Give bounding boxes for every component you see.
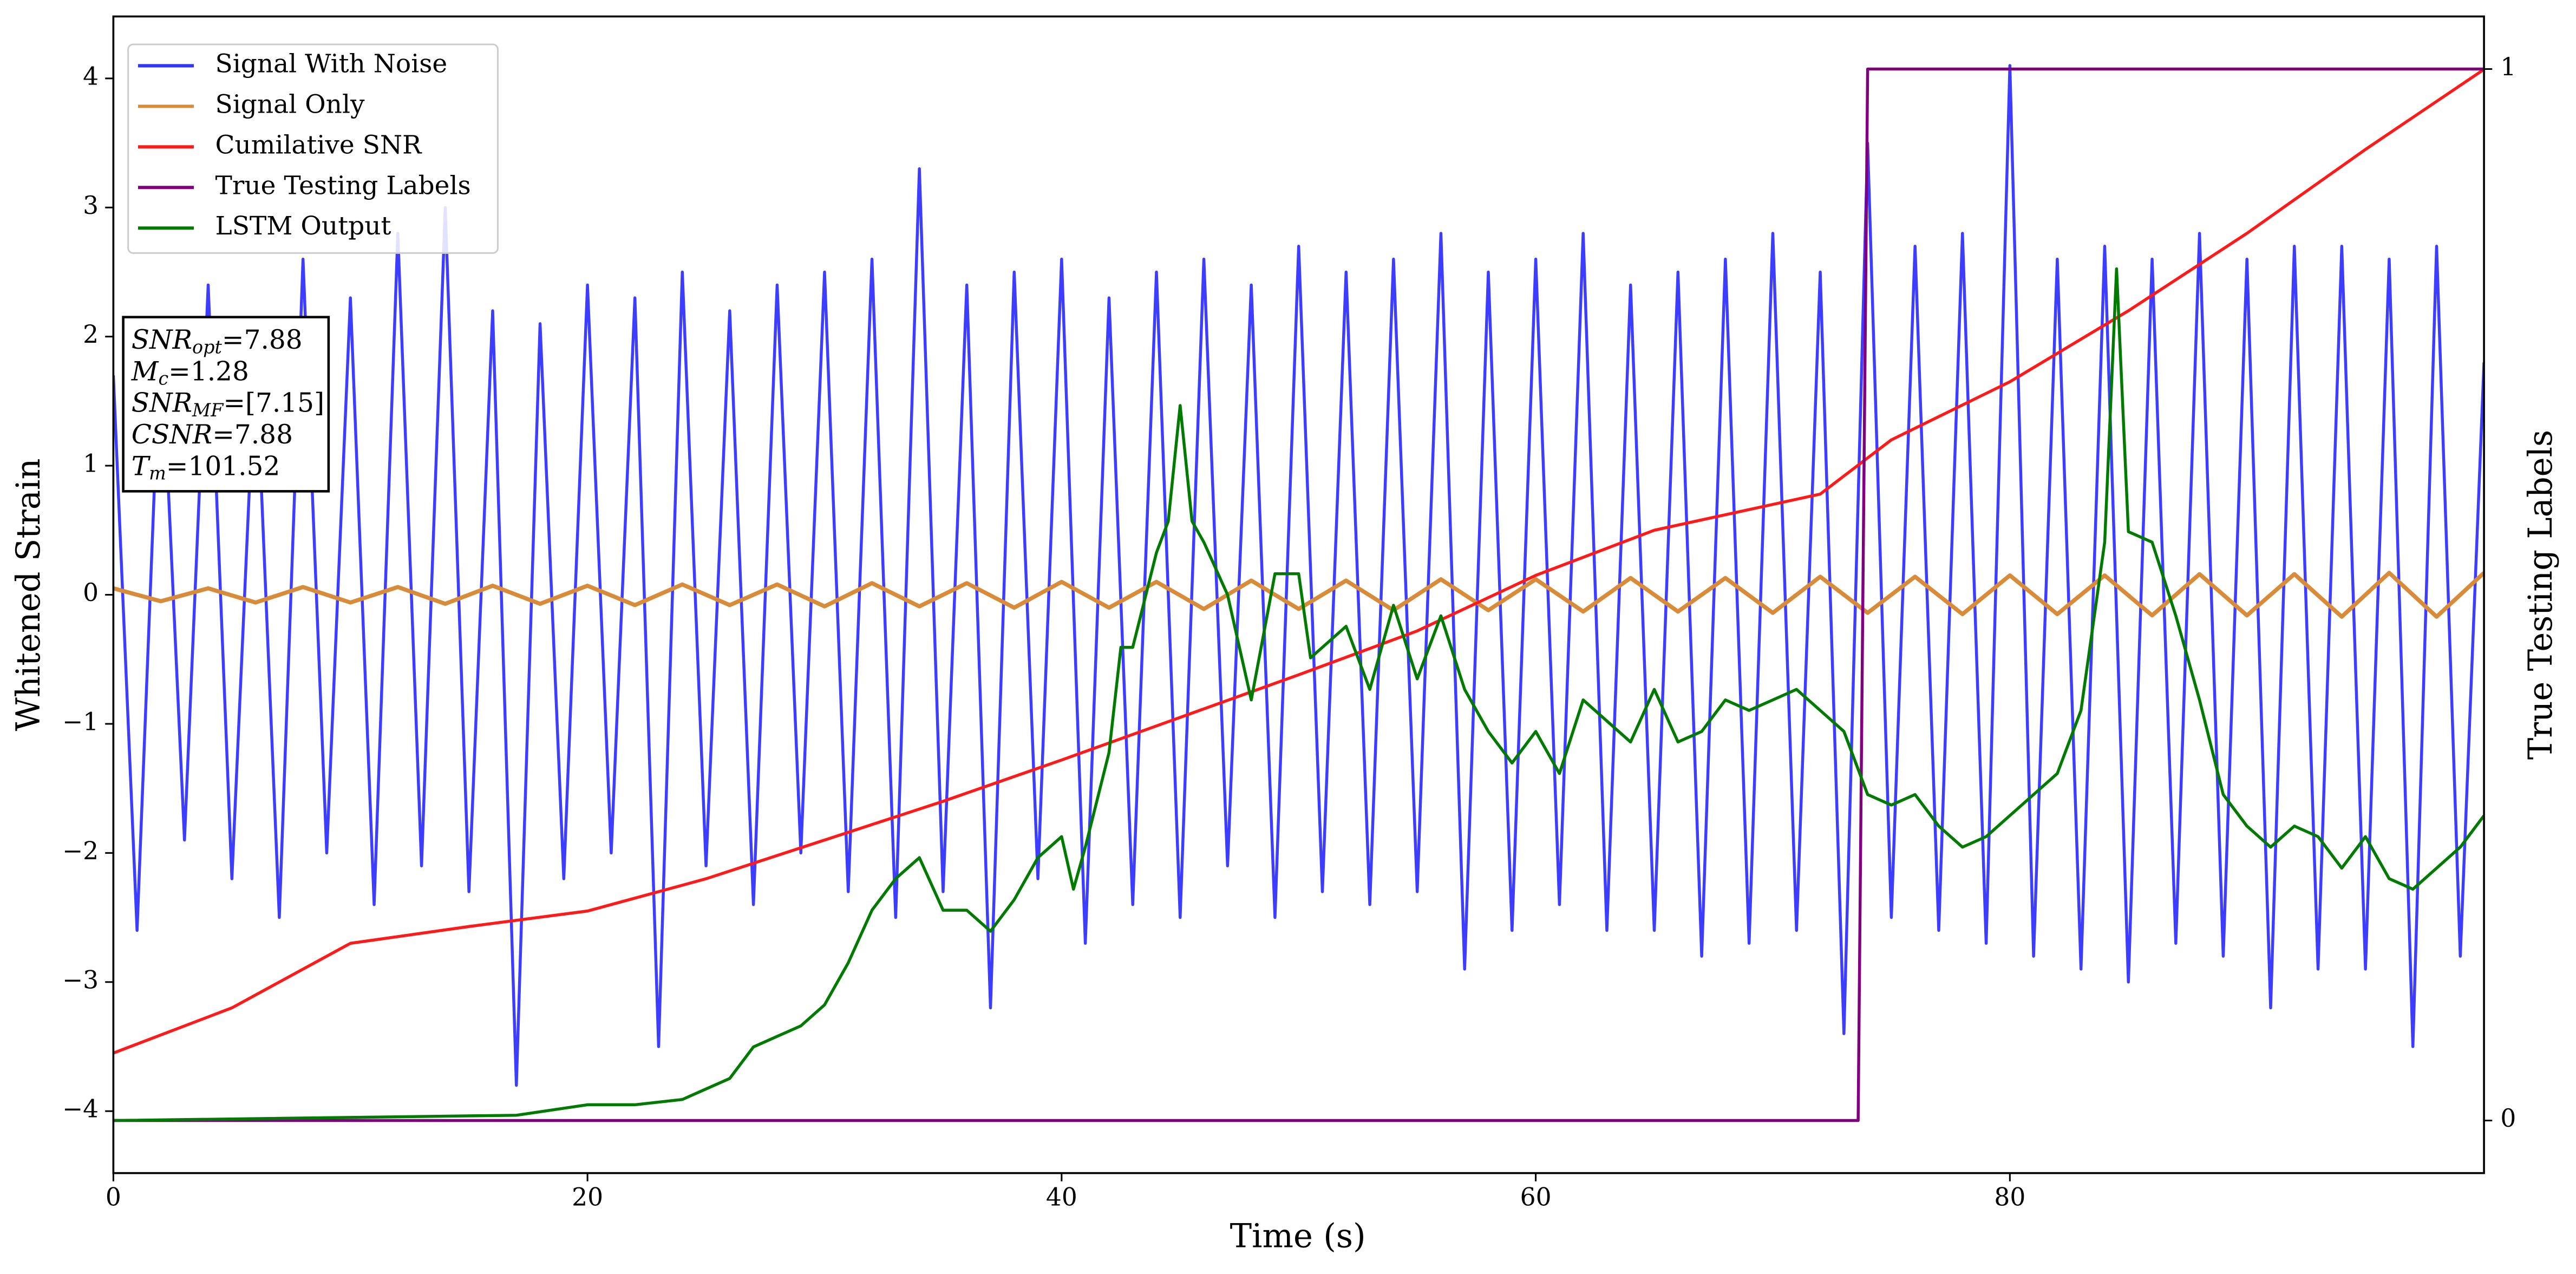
series-line	[113, 571, 2485, 619]
y-axis-label: Whitened Strain	[10, 459, 48, 731]
y-tick-label: 4	[83, 62, 99, 90]
y-tick-label: 0	[83, 578, 99, 607]
y-tick-label: −1	[62, 707, 99, 736]
plot-area	[113, 64, 2485, 1122]
x-tick-label: 20	[572, 1183, 603, 1212]
y-tick-label: 2	[83, 320, 99, 349]
annotation-name: M	[131, 356, 159, 387]
annotation-sub: opt	[192, 336, 222, 357]
annotation: SNRopt=7.88	[132, 325, 303, 358]
annotation-text: =[7.15]	[223, 388, 324, 418]
annotation-name: SNR	[132, 325, 192, 355]
annotation-name: T	[132, 451, 151, 481]
annotation-name: CSNR	[132, 419, 212, 449]
annotation-box	[122, 316, 330, 493]
legend-label: Signal Only	[215, 89, 365, 119]
series-line	[113, 68, 2485, 1055]
x-tick-label: 40	[1046, 1183, 1077, 1212]
legend-label: LSTM Output	[215, 211, 391, 241]
annotation-sub: MF	[192, 400, 224, 421]
y2-tick-label: 1	[2500, 53, 2516, 81]
y-tick-label: −3	[62, 965, 99, 994]
annotation: CSNR=7.88	[132, 419, 293, 449]
annotation-text: =7.88	[222, 325, 303, 355]
annotation-sub: m	[149, 462, 166, 484]
annotation-text: =1.28	[168, 356, 249, 387]
legend-box	[127, 43, 499, 254]
annotation-name: SNR	[132, 388, 192, 418]
series-line	[113, 67, 2485, 1122]
y-tick-label: −2	[62, 837, 99, 865]
x-tick-label: 80	[1994, 1183, 2025, 1212]
series-line	[113, 64, 2485, 1087]
annotation: Tm=101.52	[132, 451, 280, 484]
annotation-text: =101.52	[166, 451, 280, 481]
y2-axis-label: True Testing Labels	[2522, 430, 2560, 760]
legend-label: True Testing Labels	[215, 171, 471, 200]
legend-label: Signal With Noise	[215, 49, 448, 79]
annotation-text: =7.88	[212, 419, 293, 449]
x-tick-label: 60	[1520, 1183, 1552, 1212]
annotation-sub: c	[158, 368, 168, 389]
y2-tick-label: 0	[2500, 1104, 2516, 1133]
annotation: SNRMF=[7.15]	[132, 388, 324, 421]
annotation: Mc=1.28	[131, 356, 249, 389]
series-line	[113, 267, 2485, 1122]
y-tick-label: −4	[62, 1095, 99, 1123]
x-axis-label: Time (s)	[1230, 1218, 1366, 1256]
legend-label: Cumilative SNR	[215, 130, 423, 160]
y-tick-label: 1	[83, 449, 99, 478]
x-tick-label: 0	[106, 1183, 121, 1212]
y-tick-label: 3	[83, 191, 99, 220]
